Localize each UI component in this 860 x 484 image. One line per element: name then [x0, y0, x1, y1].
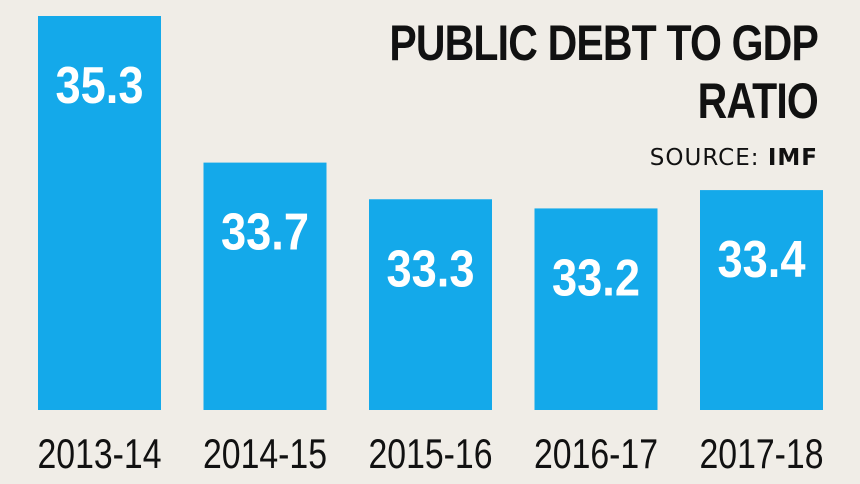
data-label-2017-18: 33.4: [718, 231, 806, 289]
chart-title: PUBLIC DEBT TO GDP RATIO: [389, 15, 819, 129]
data-label-2013-14: 35.3: [56, 57, 144, 115]
bar-2014-15: [203, 162, 327, 410]
bar-2016-17: [534, 208, 658, 410]
bar-2017-18: [700, 190, 823, 410]
category-label-2017-18: 2017-18: [700, 430, 824, 477]
category-label-2015-16: 2015-16: [369, 430, 493, 477]
data-label-2014-15: 33.7: [221, 204, 309, 262]
source-name: IMF: [767, 145, 818, 171]
category-label-2016-17: 2016-17: [534, 430, 658, 477]
source-label: SOURCE:: [649, 145, 760, 171]
category-label-2013-14: 2013-14: [38, 430, 162, 477]
source-line: SOURCE: IMF: [650, 145, 818, 171]
bar-2015-16: [369, 199, 492, 410]
bar-2013-14: [38, 16, 161, 410]
data-label-2016-17: 33.2: [552, 249, 640, 307]
data-label-2015-16: 33.3: [387, 240, 475, 298]
category-label-2014-15: 2014-15: [203, 430, 327, 477]
